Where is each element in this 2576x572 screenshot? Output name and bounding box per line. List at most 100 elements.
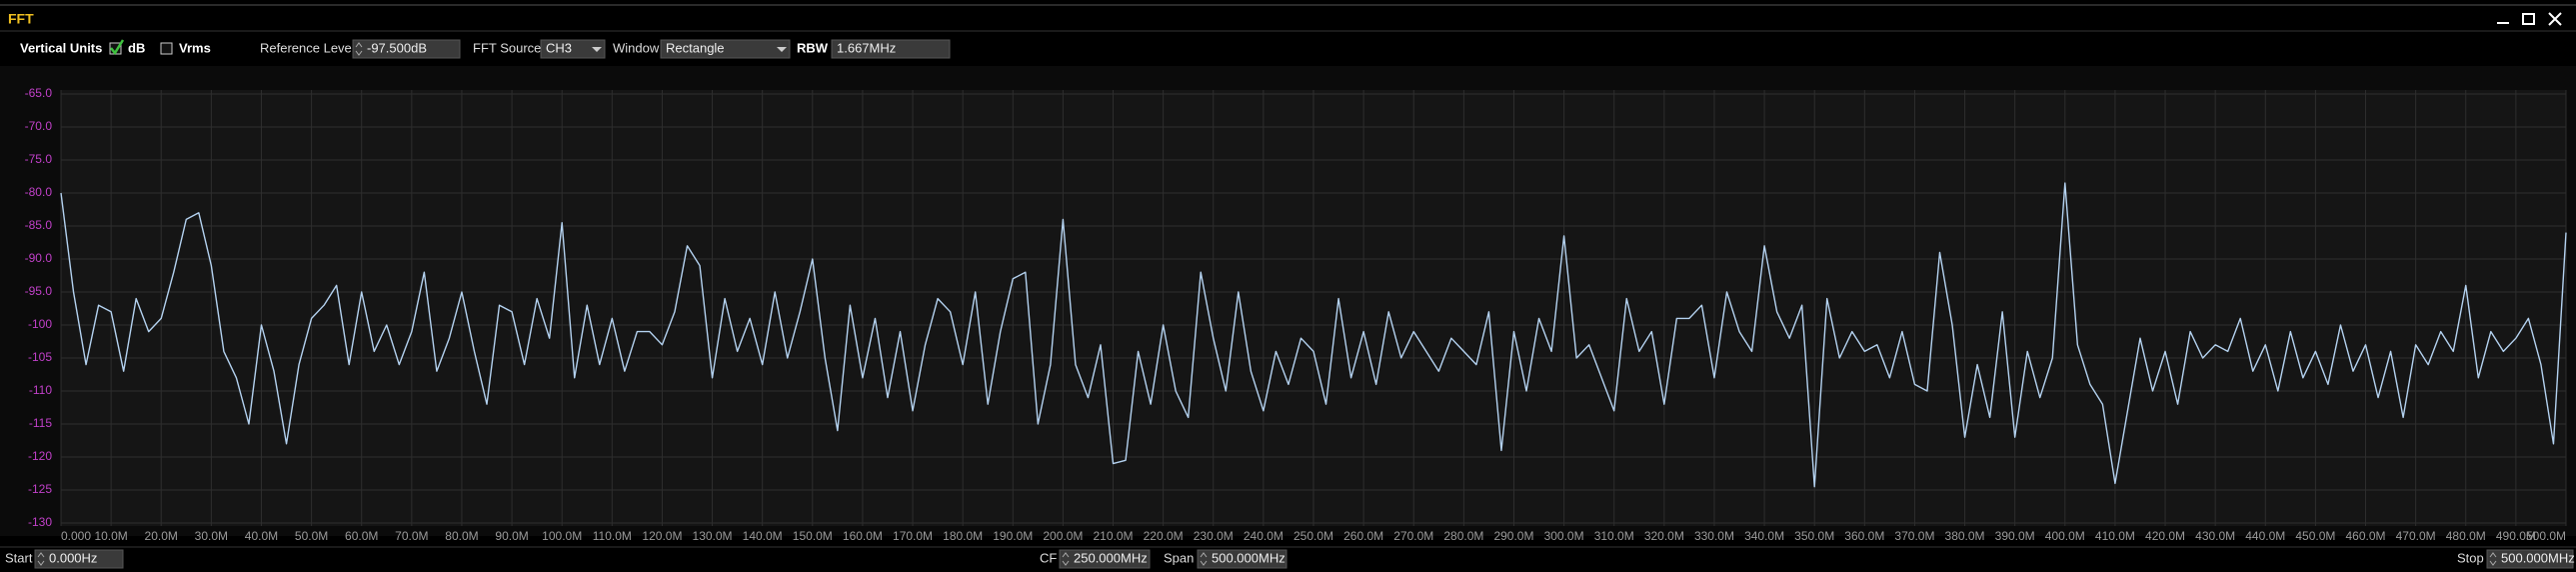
x-tick-label: 160.0M	[843, 529, 883, 543]
x-tick-label: 450.0M	[2295, 529, 2335, 543]
x-tick-label: 400.0M	[2045, 529, 2085, 543]
field-label: Start	[5, 550, 33, 565]
x-tick-label: 220.0M	[1144, 529, 1184, 543]
y-tick-label: -115	[29, 416, 52, 430]
input-box[interactable]	[34, 549, 124, 569]
x-tick-label: 240.0M	[1244, 529, 1284, 543]
x-tick-label: 100.0M	[542, 529, 582, 543]
input-box[interactable]	[831, 39, 951, 59]
x-tick-label: 70.0M	[395, 529, 428, 543]
input-box[interactable]	[2486, 549, 2574, 569]
field-value: 0.000Hz	[49, 550, 97, 565]
x-tick-label: 280.0M	[1443, 529, 1483, 543]
x-tick-label: 40.0M	[245, 529, 278, 543]
input-box[interactable]	[1197, 549, 1288, 569]
dropdown-arrow	[777, 47, 787, 52]
x-tick-label: 130.0M	[693, 529, 733, 543]
checkbox-label: dB	[128, 40, 145, 55]
field-label: FFT Source	[473, 40, 541, 55]
field-label: Stop	[2457, 550, 2484, 565]
x-tick-label: 290.0M	[1493, 529, 1533, 543]
spectrum-line	[60, 182, 2567, 488]
y-tick-label: -70.0	[25, 119, 53, 133]
x-tick-label: 180.0M	[943, 529, 983, 543]
y-tick-label: -95.0	[25, 284, 53, 298]
maximize-button[interactable]	[2522, 13, 2535, 25]
x-tick-label: 390.0M	[1995, 529, 2035, 543]
x-tick-label: 340.0M	[1744, 529, 1784, 543]
field-label: Span	[1164, 550, 1194, 565]
y-tick-label: -75.0	[25, 152, 53, 166]
field-value: Rectangle	[666, 40, 725, 55]
x-tick-label: 10.0M	[94, 529, 127, 543]
x-tick-label: 380.0M	[1945, 529, 1985, 543]
spinner	[1200, 552, 1208, 566]
spinner	[355, 42, 363, 56]
y-tick-label: -105	[28, 350, 52, 364]
dropdown[interactable]	[660, 39, 791, 59]
x-tick-label: 320.0M	[1644, 529, 1684, 543]
x-tick-label: 120.0M	[642, 529, 682, 543]
x-tick-label: 0.000	[61, 529, 91, 543]
x-tick-label: 250.0M	[1293, 529, 1333, 543]
checkmark	[110, 39, 125, 56]
spinner	[1062, 552, 1070, 566]
field-label: CF	[1040, 550, 1057, 565]
y-tick-label: -85.0	[25, 218, 53, 232]
x-tick-label: 30.0M	[195, 529, 228, 543]
x-tick-label: 470.0M	[2396, 529, 2436, 543]
y-tick-label: -130	[28, 515, 52, 529]
x-tick-label: 370.0M	[1894, 529, 1934, 543]
window-title: FFT	[8, 11, 34, 27]
x-tick-label: 110.0M	[593, 529, 632, 543]
x-tick-label: 200.0M	[1043, 529, 1083, 543]
x-tick-label: 330.0M	[1694, 529, 1734, 543]
x-tick-label: 350.0M	[1794, 529, 1834, 543]
x-tick-label: 20.0M	[145, 529, 178, 543]
x-tick-label: 440.0M	[2245, 529, 2285, 543]
x-tick-label: 90.0M	[495, 529, 528, 543]
x-tick-label: 300.0M	[1544, 529, 1584, 543]
x-tick-label: 490.0M	[2496, 529, 2536, 543]
field-value: 500.000MHz	[1212, 550, 1286, 565]
label: Vertical Units	[20, 40, 102, 55]
close-button[interactable]	[2548, 12, 2562, 26]
checkbox[interactable]	[160, 42, 173, 55]
x-tick-label: 170.0M	[893, 529, 933, 543]
spinner	[37, 552, 45, 566]
x-tick-label: 480.0M	[2446, 529, 2486, 543]
x-tick-label: 210.0M	[1094, 529, 1134, 543]
x-tick-label: 360.0M	[1844, 529, 1884, 543]
input-box[interactable]	[352, 39, 461, 59]
y-tick-label: -125	[28, 482, 52, 496]
checkbox-label: Vrms	[179, 40, 211, 55]
field-label: Window	[613, 40, 660, 55]
x-tick-label: 140.0M	[743, 529, 783, 543]
dropdown-arrow	[592, 47, 602, 52]
dropdown[interactable]	[540, 39, 606, 59]
y-tick-label: -90.0	[25, 251, 53, 265]
x-tick-label: 500.0M	[2526, 529, 2566, 543]
field-label: RBW	[797, 40, 829, 55]
y-tick-label: -120	[28, 449, 52, 463]
field-value: -97.500dB	[367, 40, 427, 55]
x-tick-label: 460.0M	[2346, 529, 2386, 543]
y-tick-label: -80.0	[25, 185, 53, 199]
field-value: CH3	[546, 40, 572, 55]
field-value: 500.000MHz	[2501, 550, 2575, 565]
window-controls	[2497, 12, 2562, 26]
y-tick-label: -110	[29, 383, 52, 397]
y-tick-label: -65.0	[25, 86, 53, 100]
x-tick-label: 270.0M	[1393, 529, 1433, 543]
x-tick-label: 150.0M	[793, 529, 833, 543]
input-box[interactable]	[1059, 549, 1151, 569]
x-tick-label: 430.0M	[2195, 529, 2235, 543]
y-tick-label: -100	[28, 317, 52, 331]
x-tick-label: 50.0M	[295, 529, 328, 543]
x-tick-label: 310.0M	[1594, 529, 1634, 543]
spinner	[2489, 552, 2497, 566]
field-value: 1.667MHz	[837, 40, 896, 55]
x-tick-label: 190.0M	[993, 529, 1033, 543]
x-tick-label: 410.0M	[2095, 529, 2135, 543]
